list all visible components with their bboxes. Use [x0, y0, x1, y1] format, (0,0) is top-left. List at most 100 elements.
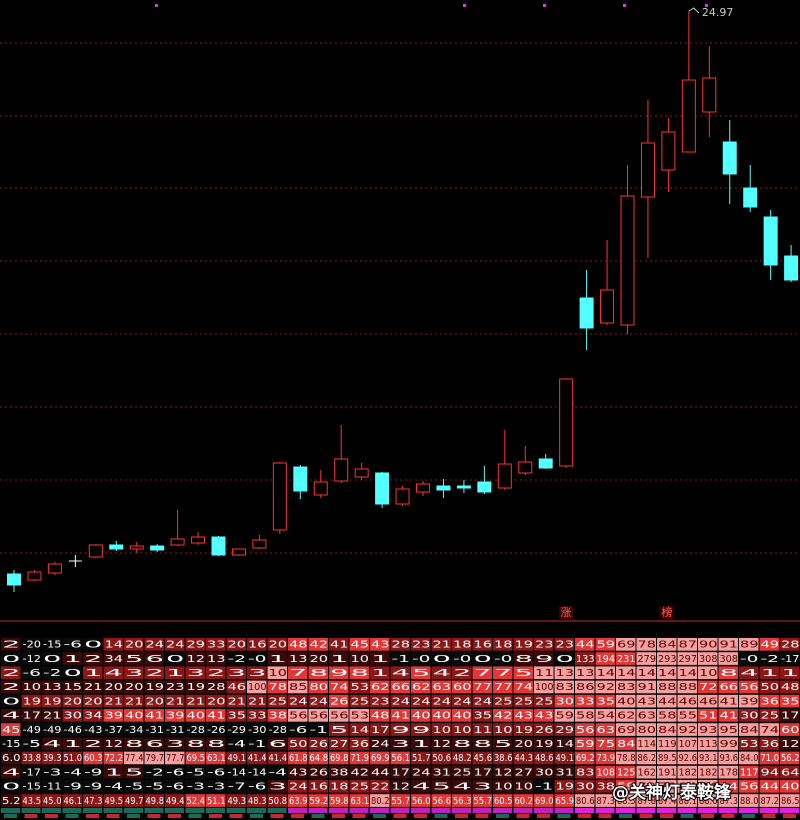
- cell: [780, 737, 800, 751]
- cell: [62, 666, 82, 680]
- cell: [636, 652, 656, 665]
- strip-block: [393, 814, 407, 818]
- cell-text: -3: [43, 767, 62, 778]
- cell-text: 25: [761, 711, 780, 722]
- cell-text: 39: [740, 696, 759, 707]
- cell: [206, 709, 226, 722]
- body: [722, 141, 737, 175]
- cell-text: -15: [2, 739, 21, 750]
- cell-text: 20: [125, 640, 144, 651]
- cell: [554, 666, 574, 680]
- cell-text: -2: [228, 654, 247, 665]
- cell: [513, 737, 533, 751]
- cell-text: 86: [576, 682, 595, 693]
- cell-text: 182: [679, 767, 698, 778]
- cell: [21, 780, 41, 793]
- cell: [42, 666, 62, 680]
- cell: [288, 694, 308, 708]
- cell: [677, 680, 697, 694]
- strip-block: [226, 808, 246, 813]
- top-dot: [623, 4, 626, 7]
- cell-text: 69.9: [371, 753, 390, 764]
- body: [272, 462, 287, 531]
- cell-text: 73: [658, 782, 677, 793]
- cell: [493, 751, 513, 765]
- body: [170, 538, 185, 546]
- cell-text: 10: [351, 654, 370, 665]
- cell: [185, 680, 205, 694]
- strip-block: [250, 814, 263, 818]
- cell-text: 12: [781, 739, 800, 750]
- cell-text: 49.3: [228, 796, 247, 807]
- cell-text: 59.2: [310, 796, 329, 807]
- cell: [308, 765, 328, 779]
- cell: [144, 737, 164, 751]
- cell: [780, 751, 800, 765]
- cell: [206, 666, 226, 680]
- top-dot: [705, 4, 708, 7]
- cell-text: 1: [761, 668, 780, 679]
- cell: [698, 751, 718, 765]
- cell: [472, 751, 492, 765]
- cell: [452, 765, 472, 779]
- body: [27, 571, 42, 581]
- cell: [83, 737, 103, 751]
- cell-text: 33: [576, 696, 595, 707]
- cell-text: 0: [2, 654, 21, 665]
- cell-text: 24: [146, 640, 165, 651]
- cell-text: -1: [310, 725, 329, 736]
- cell-text: 20: [515, 739, 534, 750]
- cell: [185, 638, 205, 651]
- cell-text: 88.0: [740, 796, 759, 807]
- cell-text: 24: [289, 782, 308, 793]
- cell: [144, 723, 164, 736]
- cell: [575, 794, 595, 807]
- cell-text: 80: [638, 725, 657, 736]
- cell: [739, 765, 759, 779]
- cell: [42, 794, 62, 807]
- cell-text: -31: [146, 725, 165, 736]
- cell-text: 117: [740, 767, 759, 778]
- cell-text: 44.3: [515, 753, 534, 764]
- cell: [616, 666, 636, 680]
- cell: [698, 680, 718, 694]
- cell: [657, 666, 677, 680]
- marker: 涨: [561, 606, 572, 619]
- cell-text: 0: [43, 654, 62, 665]
- cell-text: 12: [105, 739, 124, 750]
- cell-text: 64: [720, 782, 739, 793]
- cell-text: -9: [84, 767, 103, 778]
- cell-text: 21: [166, 696, 185, 707]
- cell: [62, 751, 82, 765]
- cell: [288, 680, 308, 694]
- cell: [247, 666, 267, 680]
- cell-text: 55.7: [392, 796, 411, 807]
- cell-text: -6: [289, 725, 308, 736]
- cell-text: 2: [453, 668, 472, 679]
- cell: [144, 780, 164, 793]
- cell: [247, 638, 267, 651]
- cell-text: 44: [576, 640, 595, 651]
- strip-block: [739, 808, 758, 813]
- body: [150, 545, 165, 551]
- cell: [288, 666, 308, 680]
- strip-block: [168, 814, 181, 818]
- cell: [472, 780, 492, 793]
- cell-text: 21: [187, 696, 206, 707]
- cell-text: 1: [64, 654, 83, 665]
- cell: [431, 794, 451, 807]
- cell: [739, 638, 759, 651]
- cell: [62, 723, 82, 736]
- cell-text: 93.1: [699, 753, 718, 764]
- cell-text: 4: [2, 767, 21, 778]
- cell-text: 16: [474, 640, 493, 651]
- cell-text: 19: [43, 696, 62, 707]
- cell-text: 21: [105, 696, 124, 707]
- cell: [452, 709, 472, 722]
- cell: [124, 780, 144, 793]
- cell: [431, 737, 451, 751]
- cell: [370, 694, 390, 708]
- cell-text: 23: [166, 682, 185, 693]
- cell: [759, 680, 779, 694]
